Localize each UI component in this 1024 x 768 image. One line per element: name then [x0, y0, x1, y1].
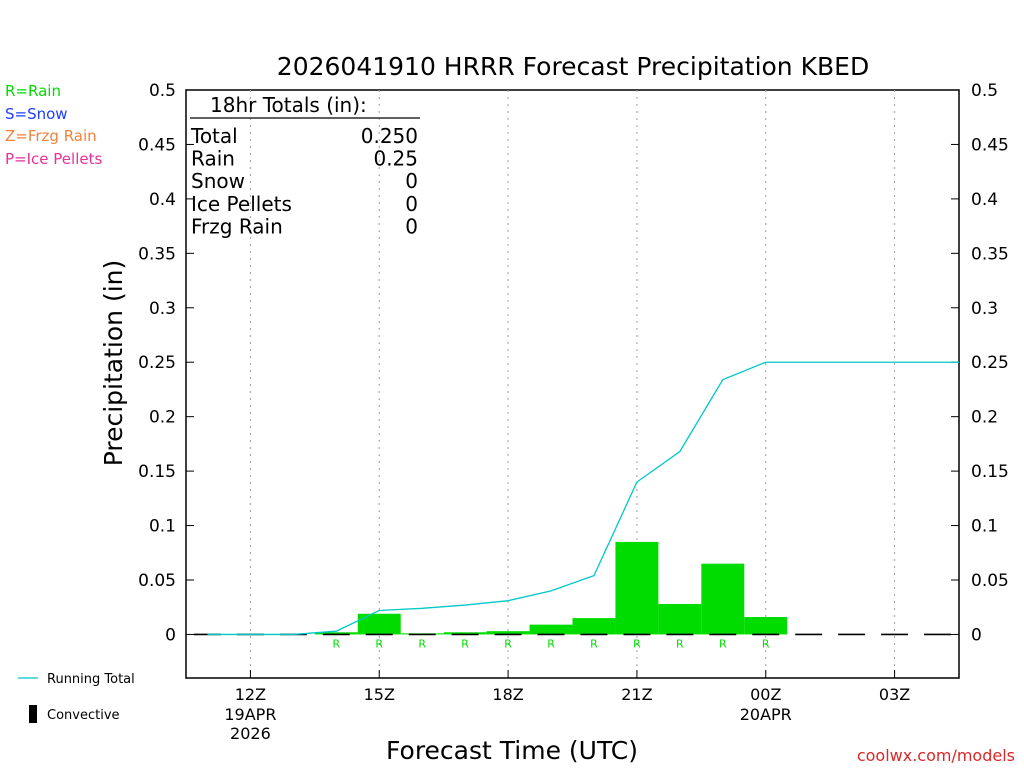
y-tick-label-right: 0.35 — [971, 244, 1009, 264]
convective-legend-swatch — [29, 705, 37, 723]
ptype-label: R — [762, 637, 770, 650]
running-total-series — [207, 361, 959, 636]
x-tick-label: 18Z — [492, 685, 523, 704]
x-tick-label: 12Z — [235, 685, 266, 704]
credit-text: coolwx.com/models — [857, 746, 1015, 765]
ptype-label: R — [719, 637, 727, 650]
y-tick-label-right: 0 — [971, 625, 982, 645]
y-tick-label-left: 0.5 — [149, 81, 176, 101]
y-tick-label-left: 0.4 — [149, 190, 176, 210]
y-tick-label-right: 0.05 — [971, 571, 1009, 591]
x-tick-label: 03Z — [879, 685, 910, 704]
y-tick-label-right: 0.25 — [971, 353, 1009, 373]
running-total-legend-label: Running Total — [47, 672, 135, 687]
precip-bar — [486, 631, 530, 635]
legend-snow: S=Snow — [5, 105, 68, 123]
precip-bar — [529, 624, 573, 635]
plot-frame — [185, 89, 960, 679]
y-tick-label-left: 0.25 — [138, 353, 176, 373]
y-tick-label-right: 0.4 — [971, 190, 998, 210]
ptype-label: R — [504, 637, 512, 650]
x-tick-date: 19APR — [224, 705, 276, 724]
running-total-line — [207, 361, 959, 636]
totals-row-label: Ice Pellets — [191, 192, 292, 216]
y-tick-label-left: 0 — [165, 625, 176, 645]
series-legend: Running Total Convective — [18, 672, 135, 723]
legend-frzg-rain: Z=Frzg Rain — [5, 127, 97, 145]
totals-row-value: 0 — [405, 169, 418, 193]
ptype-label: R — [547, 637, 555, 650]
x-tick-label: 15Z — [364, 685, 395, 704]
precip-bar — [357, 613, 401, 635]
totals-row-label: Rain — [191, 147, 235, 171]
precip-bar — [572, 618, 616, 635]
y-tick-label-left: 0.15 — [138, 462, 176, 482]
totals-row-value: 0 — [405, 192, 418, 216]
ptype-label: R — [461, 637, 469, 650]
ptype-legend: R=Rain S=Snow Z=Frzg Rain P=Ice Pellets — [5, 82, 102, 168]
ptype-label: R — [418, 637, 426, 650]
precip-bar — [744, 617, 788, 635]
y-tick-label-left: 0.45 — [138, 135, 176, 155]
y-tick-label-right: 0.1 — [971, 517, 998, 537]
y-tick-label-left: 0.2 — [149, 408, 176, 428]
y-tick-label-right: 0.2 — [971, 408, 998, 428]
y-tick-label-right: 0.45 — [971, 135, 1009, 155]
y-tick-label-left: 0.35 — [138, 244, 176, 264]
ptype-label: R — [375, 637, 383, 650]
legend-ice-pellets: P=Ice Pellets — [5, 150, 102, 168]
ptype-label: R — [332, 637, 340, 650]
totals-heading: 18hr Totals (in): — [210, 93, 367, 117]
totals-row-value: 0.25 — [373, 147, 418, 171]
totals-box: 18hr Totals (in): Total 0.250 Rain 0.25 Snow… — [190, 93, 420, 238]
precip-bar — [443, 632, 487, 635]
x-tick-label: 00Z — [750, 685, 781, 704]
totals-row-label: Total — [190, 124, 238, 148]
totals-row-value: 0.250 — [361, 124, 418, 148]
x-axis-label: Forecast Time (UTC) — [386, 736, 638, 765]
ptype-label: R — [633, 637, 641, 650]
totals-row-label: Snow — [191, 169, 245, 193]
x-tick-label: 21Z — [621, 685, 652, 704]
chart-title: 2026041910 HRRR Forecast Precipitation K… — [277, 52, 869, 81]
x-tick-year: 2026 — [230, 724, 271, 743]
y-tick-label-left: 0.1 — [149, 517, 176, 537]
y-tick-label-left: 0.3 — [149, 299, 176, 319]
totals-row-label: Frzg Rain — [191, 214, 283, 238]
y-tick-label-right: 0.3 — [971, 299, 998, 319]
y-axis-label: Precipitation (in) — [99, 260, 128, 467]
precip-bar — [701, 563, 745, 635]
totals-row-value: 0 — [405, 214, 418, 238]
y-tick-label-left: 0.05 — [138, 571, 176, 591]
ptype-label: R — [590, 637, 598, 650]
y-axis-ticks: 0 00.05 0.050.1 0.10.15 0.150.2 0.20.25 0.250.… — [138, 81, 1009, 645]
convective-legend-label: Convective — [47, 708, 120, 723]
precip-bar — [314, 632, 358, 635]
ptype-label: R — [676, 637, 684, 650]
legend-rain: R=Rain — [5, 82, 61, 100]
y-tick-label-right: 0.5 — [971, 81, 998, 101]
y-tick-label-right: 0.15 — [971, 462, 1009, 482]
precip-bar — [658, 603, 702, 635]
precip-bar — [615, 541, 659, 635]
x-tick-date: 20APR — [740, 705, 792, 724]
